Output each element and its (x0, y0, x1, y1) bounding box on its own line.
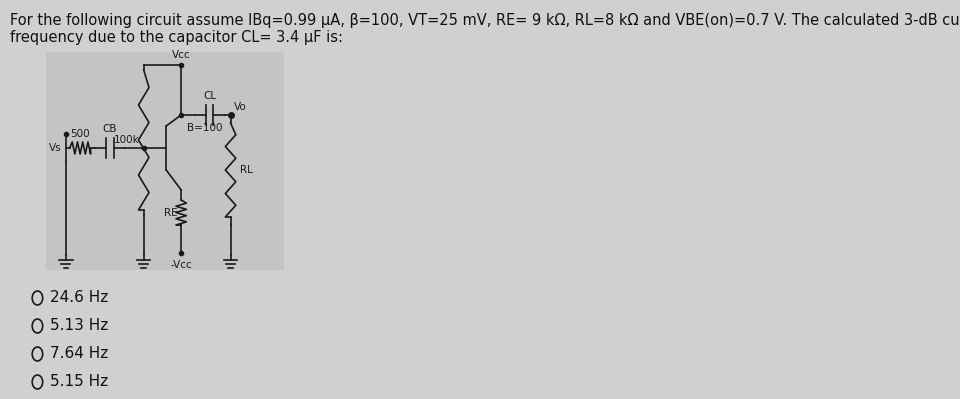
Text: Vo: Vo (234, 102, 247, 112)
Text: Vs: Vs (49, 143, 61, 153)
Text: CL: CL (204, 91, 216, 101)
Text: -Vcc: -Vcc (170, 260, 192, 270)
Text: RL: RL (240, 165, 252, 175)
Text: frequency due to the capacitor CL= 3.4 μF is:: frequency due to the capacitor CL= 3.4 μ… (11, 30, 344, 45)
Text: 100k: 100k (114, 135, 140, 145)
Text: 5.15 Hz: 5.15 Hz (50, 375, 108, 389)
Text: CB: CB (103, 124, 117, 134)
Text: 5.13 Hz: 5.13 Hz (50, 318, 108, 334)
FancyBboxPatch shape (46, 52, 284, 270)
Text: RE: RE (164, 207, 178, 217)
Text: B=100: B=100 (187, 123, 223, 133)
Text: 500: 500 (70, 129, 90, 139)
Text: 24.6 Hz: 24.6 Hz (50, 290, 108, 306)
Text: Vcc: Vcc (172, 50, 190, 60)
Text: For the following circuit assume IBq=0.99 μA, β=100, VT=25 mV, RE= 9 kΩ, RL=8 kΩ: For the following circuit assume IBq=0.9… (11, 13, 960, 28)
Text: 7.64 Hz: 7.64 Hz (50, 346, 108, 361)
